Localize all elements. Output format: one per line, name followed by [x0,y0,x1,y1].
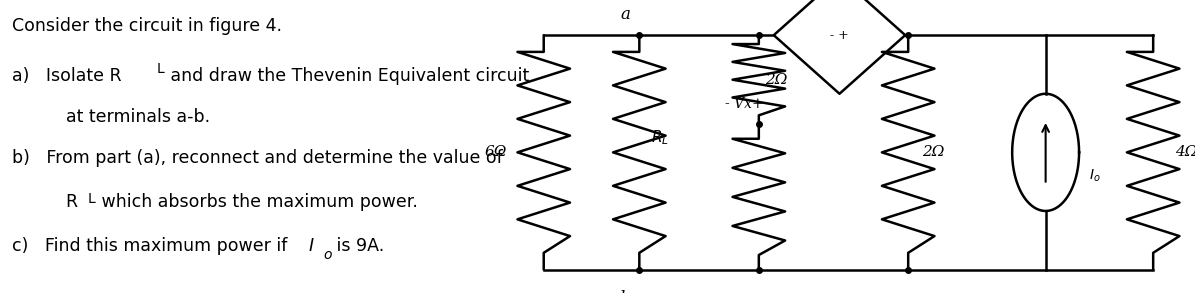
Text: $o$: $o$ [323,248,332,262]
Text: R: R [66,193,78,211]
Text: a)   Isolate R: a) Isolate R [12,67,122,85]
Text: - +: - + [831,29,848,42]
Text: $R_L$: $R_L$ [651,128,669,147]
Text: 2Ω: 2Ω [923,145,945,159]
Text: Consider the circuit in figure 4.: Consider the circuit in figure 4. [12,17,282,35]
Text: a: a [620,6,630,23]
Text: b: b [620,290,630,293]
Text: $I_o$: $I_o$ [1089,168,1101,184]
Text: at terminals a-b.: at terminals a-b. [66,108,210,126]
Text: L: L [87,192,94,206]
Text: 6Ω: 6Ω [485,145,507,159]
Text: is 9A.: is 9A. [331,237,385,255]
Text: b)   From part (a), reconnect and determine the value of: b) From part (a), reconnect and determin… [12,149,503,167]
Text: c)   Find this maximum power if: c) Find this maximum power if [12,237,293,255]
Text: $\mathit{I}$: $\mathit{I}$ [308,237,315,255]
Text: 2Ω: 2Ω [765,73,788,87]
Text: L: L [157,62,164,76]
Text: 4Ω: 4Ω [1175,145,1195,159]
Text: - Vx+: - Vx+ [725,97,764,111]
Text: which absorbs the maximum power.: which absorbs the maximum power. [96,193,417,211]
Text: and draw the Thevenin Equivalent circuit: and draw the Thevenin Equivalent circuit [165,67,529,85]
